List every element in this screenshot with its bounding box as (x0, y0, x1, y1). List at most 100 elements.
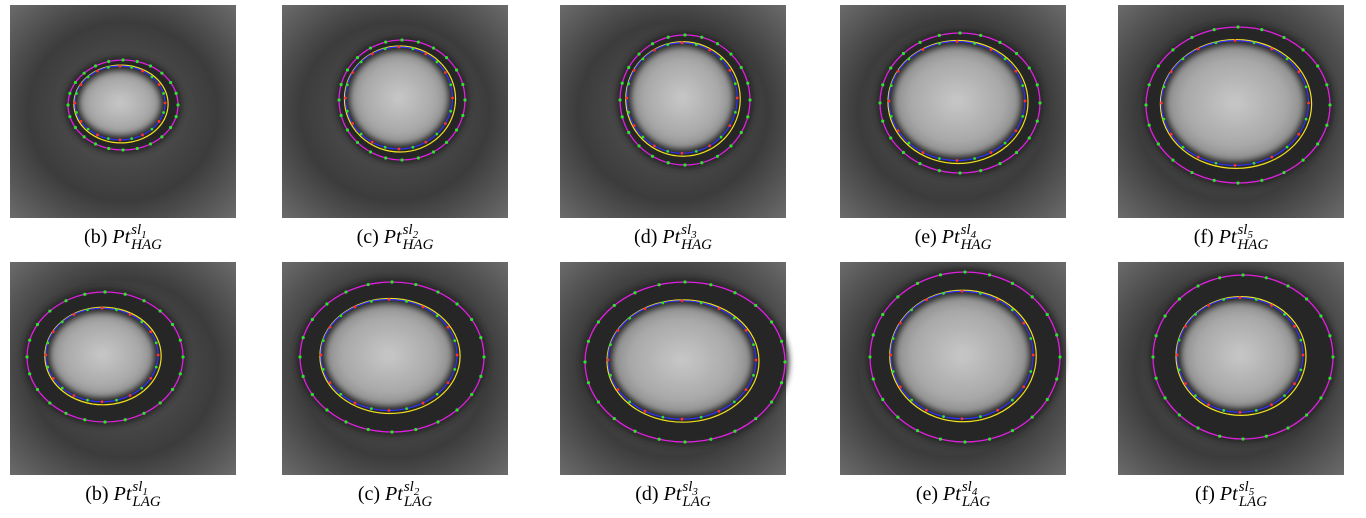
control-point (384, 47, 387, 50)
control-point (1055, 377, 1058, 380)
control-point (628, 400, 631, 403)
control-point (746, 115, 749, 118)
control-point (1255, 409, 1258, 412)
control-point (897, 70, 900, 73)
control-point (1032, 354, 1035, 357)
control-point (1154, 334, 1157, 337)
caption-label: (d) (635, 483, 658, 505)
control-point (346, 83, 349, 86)
control-point (445, 56, 448, 59)
control-point (371, 52, 374, 55)
control-point (52, 377, 55, 380)
caption-superscript: sl (1239, 479, 1249, 495)
control-point (388, 298, 391, 301)
control-point (46, 341, 49, 344)
caption-superscript: sl (962, 479, 972, 495)
control-point (1325, 83, 1328, 86)
control-point (770, 320, 773, 323)
control-point (1328, 334, 1331, 337)
control-point (1286, 146, 1289, 149)
control-point (124, 418, 127, 421)
control-point (1241, 273, 1244, 276)
control-point (734, 111, 737, 114)
control-point (150, 128, 153, 131)
caption-label: (e) (915, 226, 937, 248)
mri-image (560, 262, 789, 475)
control-point (617, 329, 620, 332)
control-point (666, 43, 669, 46)
control-point (618, 98, 621, 101)
control-point (169, 126, 172, 129)
control-point (666, 150, 669, 153)
control-point (36, 323, 39, 326)
control-point (130, 137, 133, 140)
mri-image (840, 262, 1066, 475)
control-point (1163, 396, 1166, 399)
control-point (681, 299, 684, 302)
control-point (1270, 403, 1273, 406)
control-point (176, 103, 179, 106)
control-point (436, 393, 439, 396)
control-point (115, 308, 118, 311)
control-point (444, 71, 447, 74)
control-point (73, 313, 76, 316)
control-point (329, 326, 332, 329)
control-point (354, 306, 357, 309)
control-point (609, 374, 612, 377)
control-point (141, 134, 144, 137)
control-point (1282, 171, 1285, 174)
control-point (354, 402, 357, 405)
caption: (e)Ptsl4LAG (916, 479, 990, 510)
control-point (66, 103, 69, 106)
caption-superscript: sl (404, 479, 414, 495)
control-point (107, 147, 110, 150)
control-point (129, 394, 132, 397)
control-point (748, 98, 751, 101)
control-point (1283, 313, 1286, 316)
control-point (700, 36, 703, 39)
control-point (160, 72, 163, 75)
control-point (890, 84, 893, 87)
caption: (d)Ptsl3HAG (634, 222, 712, 253)
control-point (400, 158, 403, 161)
control-point (94, 142, 97, 145)
control-point (892, 337, 895, 340)
control-point (587, 381, 590, 384)
control-point (642, 136, 645, 139)
control-point (369, 150, 372, 153)
control-point (169, 81, 172, 84)
control-point (1055, 333, 1058, 336)
caption-symbol: Pt (942, 483, 961, 505)
control-point (444, 122, 447, 125)
control-point (922, 48, 925, 51)
control-point (1046, 313, 1049, 316)
control-point (938, 157, 941, 160)
control-point (422, 402, 425, 405)
control-point (988, 438, 991, 441)
control-point (107, 137, 110, 140)
control-point (1178, 339, 1181, 342)
control-point (1031, 416, 1034, 419)
control-point (398, 148, 401, 151)
control-point (424, 141, 427, 144)
control-point (892, 370, 895, 373)
control-point (162, 92, 165, 95)
control-point (956, 40, 959, 43)
control-point (1170, 70, 1173, 73)
control-point (436, 290, 439, 293)
control-point (661, 301, 664, 304)
control-point (149, 377, 152, 380)
caption-label: (c) (358, 483, 380, 505)
control-point (449, 83, 452, 86)
control-point (745, 329, 748, 332)
control-point (1207, 304, 1210, 307)
control-point (411, 47, 414, 50)
control-point (1011, 309, 1014, 312)
caption: (c)Ptsl2LAG (358, 479, 432, 510)
control-point (302, 336, 305, 339)
control-point (916, 429, 919, 432)
control-point (346, 68, 349, 71)
caption-label: (c) (357, 226, 379, 248)
control-point (360, 133, 363, 136)
control-point (718, 410, 721, 413)
